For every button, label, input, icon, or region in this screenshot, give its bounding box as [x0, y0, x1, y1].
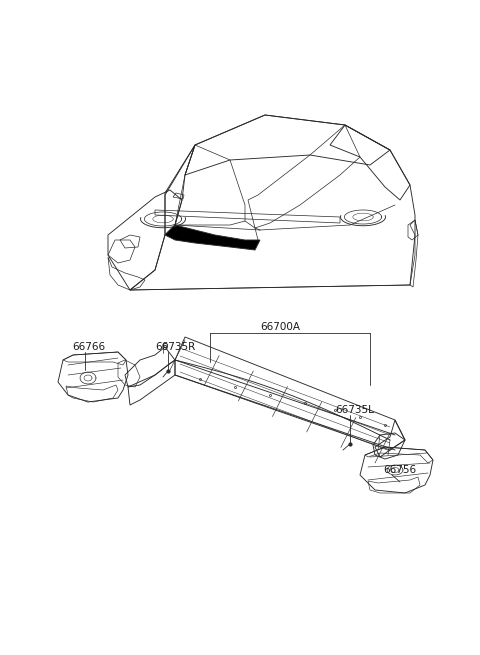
Text: 66756: 66756 [383, 465, 416, 475]
Text: 66700A: 66700A [260, 322, 300, 332]
Text: 66766: 66766 [72, 342, 105, 352]
Text: 66735R: 66735R [155, 342, 195, 352]
Text: 66735L: 66735L [335, 405, 374, 415]
Polygon shape [165, 225, 260, 250]
